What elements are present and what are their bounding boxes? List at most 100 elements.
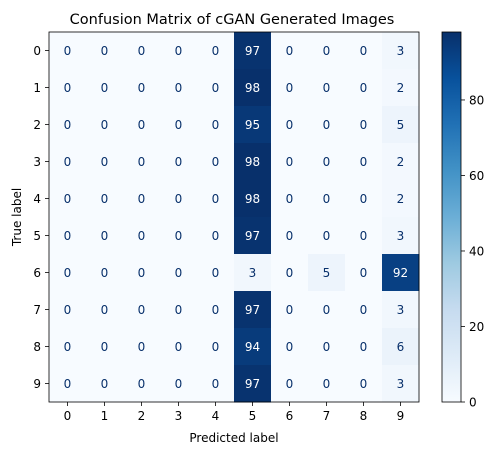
cell-value-label: 0 <box>138 229 146 243</box>
cell-value-label: 0 <box>64 44 72 58</box>
cell-value-label: 0 <box>323 192 331 206</box>
heatmap-cell <box>123 291 161 329</box>
cell-value-label: 98 <box>245 192 260 206</box>
heatmap-cells <box>49 32 420 403</box>
cell-value-label: 0 <box>101 155 109 169</box>
cell-value-label: 0 <box>286 303 294 317</box>
heatmap-cell <box>86 180 124 218</box>
cell-value-label: 0 <box>212 81 220 95</box>
heatmap-cell <box>86 32 124 70</box>
cell-value-label: 3 <box>397 229 405 243</box>
heatmap-cell <box>160 69 198 107</box>
cell-value-label: 0 <box>212 44 220 58</box>
cell-value-label: 0 <box>323 229 331 243</box>
cell-value-label: 0 <box>138 155 146 169</box>
cell-value-label: 0 <box>286 377 294 391</box>
x-tick-label: 9 <box>397 409 405 423</box>
cell-value-label: 92 <box>393 266 408 280</box>
cell-value-label: 0 <box>64 155 72 169</box>
cell-value-label: 97 <box>245 44 260 58</box>
heatmap-cell <box>123 365 161 403</box>
heatmap-cell <box>308 143 346 181</box>
x-tick-label: 6 <box>286 409 294 423</box>
heatmap-cell <box>86 291 124 329</box>
cell-value-label: 0 <box>175 81 183 95</box>
x-tick-label: 2 <box>138 409 146 423</box>
heatmap-cell <box>160 217 198 255</box>
y-tick-label: 0 <box>33 44 41 58</box>
cell-value-label: 0 <box>64 81 72 95</box>
y-tick-label: 6 <box>33 266 41 280</box>
heatmap-cell <box>123 328 161 366</box>
cell-value-label: 2 <box>397 155 405 169</box>
heatmap-cell <box>234 180 272 218</box>
cell-value-label: 0 <box>138 303 146 317</box>
heatmap-cell <box>197 69 235 107</box>
cell-value-label: 0 <box>138 81 146 95</box>
cell-value-label: 6 <box>397 340 405 354</box>
cell-value-label: 95 <box>245 118 260 132</box>
cell-value-label: 0 <box>323 340 331 354</box>
cell-value-label: 3 <box>397 303 405 317</box>
heatmap-cell <box>271 180 309 218</box>
cell-value-label: 0 <box>101 377 109 391</box>
colorbar-tick-label: 40 <box>469 244 484 258</box>
cell-value-label: 0 <box>286 118 294 132</box>
heatmap-cell <box>197 328 235 366</box>
heatmap-cell <box>160 291 198 329</box>
heatmap-cell <box>49 328 87 366</box>
cell-value-label: 0 <box>138 340 146 354</box>
cell-value-label: 0 <box>212 118 220 132</box>
cell-value-label: 0 <box>212 192 220 206</box>
y-tick-label: 1 <box>33 81 41 95</box>
cell-value-label: 0 <box>101 303 109 317</box>
cell-value-label: 0 <box>323 44 331 58</box>
cell-value-labels: 0 0 0 0 0 97 0 0 0 3 0 0 0 0 0 98 0 0 0 2 0 0 0 0 0 95 0 0 0 5 0 0 0 0 0 98… <box>64 44 408 391</box>
y-tick-label: 5 <box>33 229 41 243</box>
y-axis-label: True label <box>10 188 24 247</box>
colorbar-tick-label: 60 <box>469 169 484 183</box>
y-tick-label: 9 <box>33 377 41 391</box>
heatmap-cell <box>308 106 346 144</box>
cell-value-label: 0 <box>64 377 72 391</box>
cell-value-label: 0 <box>64 303 72 317</box>
cell-value-label: 0 <box>323 155 331 169</box>
heatmap-cell <box>123 143 161 181</box>
cell-value-label: 0 <box>323 118 331 132</box>
cell-value-label: 0 <box>175 303 183 317</box>
cell-value-label: 0 <box>360 44 368 58</box>
heatmap-cell <box>345 143 383 181</box>
heatmap-cell <box>49 365 87 403</box>
heatmap-cell <box>271 32 309 70</box>
heatmap-cell <box>234 291 272 329</box>
cell-value-label: 0 <box>360 266 368 280</box>
heatmap-cell <box>197 291 235 329</box>
cell-value-label: 0 <box>175 229 183 243</box>
heatmap-cell <box>86 143 124 181</box>
heatmap-cell <box>308 32 346 70</box>
cell-value-label: 0 <box>212 229 220 243</box>
cell-value-label: 0 <box>64 266 72 280</box>
x-tick-label: 8 <box>360 409 368 423</box>
colorbar-tick-label: 20 <box>469 320 484 334</box>
heatmap-cell <box>234 328 272 366</box>
heatmap-cell <box>197 180 235 218</box>
cell-value-label: 5 <box>397 118 405 132</box>
cell-value-label: 0 <box>360 192 368 206</box>
heatmap-cell <box>271 69 309 107</box>
cell-value-label: 0 <box>212 266 220 280</box>
cell-value-label: 0 <box>175 340 183 354</box>
cell-value-label: 0 <box>101 340 109 354</box>
plot-frame <box>48 31 420 403</box>
cell-value-label: 0 <box>286 155 294 169</box>
heatmap-cell <box>123 254 161 292</box>
heatmap-cell <box>160 106 198 144</box>
heatmap-cell <box>271 217 309 255</box>
cell-value-label: 0 <box>138 192 146 206</box>
heatmap-cell <box>345 291 383 329</box>
heatmap-cell <box>49 291 87 329</box>
heatmap-cell <box>308 291 346 329</box>
heatmap-cell <box>382 69 420 107</box>
x-axis-ticks: 0 1 2 3 4 5 6 7 8 9 <box>64 402 405 423</box>
